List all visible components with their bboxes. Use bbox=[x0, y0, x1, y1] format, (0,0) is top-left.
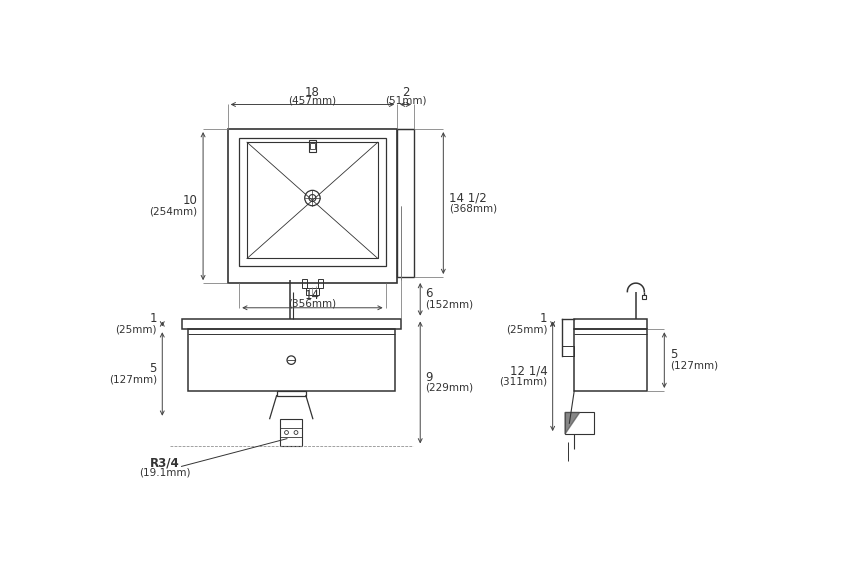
Text: (229mm): (229mm) bbox=[426, 383, 473, 393]
Text: (19.1mm): (19.1mm) bbox=[139, 467, 190, 478]
Text: (51mm): (51mm) bbox=[385, 95, 427, 106]
Text: 14: 14 bbox=[305, 289, 320, 302]
Polygon shape bbox=[565, 413, 580, 434]
Bar bbox=[310, 143, 314, 149]
Bar bbox=[643, 295, 646, 299]
Text: 10: 10 bbox=[183, 194, 198, 207]
Text: 2: 2 bbox=[402, 86, 410, 99]
Bar bbox=[562, 346, 575, 356]
Bar bbox=[306, 288, 319, 296]
Bar bbox=[182, 318, 401, 329]
Text: (368mm): (368mm) bbox=[449, 204, 497, 214]
Bar bbox=[565, 413, 594, 434]
Bar bbox=[276, 391, 306, 396]
Text: (127mm): (127mm) bbox=[670, 360, 718, 371]
Text: 9: 9 bbox=[426, 371, 434, 384]
Text: (254mm): (254mm) bbox=[150, 207, 198, 217]
Text: 12 1/4: 12 1/4 bbox=[509, 364, 547, 377]
Text: 6: 6 bbox=[426, 288, 434, 300]
Bar bbox=[575, 329, 648, 391]
Bar bbox=[575, 318, 648, 329]
Text: 14 1/2: 14 1/2 bbox=[449, 191, 486, 204]
Text: 18: 18 bbox=[305, 86, 320, 99]
Bar bbox=[397, 129, 414, 277]
Bar bbox=[302, 279, 307, 288]
Text: R3/4: R3/4 bbox=[150, 457, 179, 470]
Text: (311mm): (311mm) bbox=[499, 377, 547, 386]
Bar bbox=[318, 279, 323, 288]
Text: 5: 5 bbox=[150, 362, 157, 375]
Bar bbox=[309, 140, 315, 152]
Text: 1: 1 bbox=[150, 312, 157, 325]
Text: (152mm): (152mm) bbox=[426, 300, 473, 310]
Bar bbox=[280, 418, 302, 446]
Bar bbox=[228, 129, 397, 283]
Text: (356mm): (356mm) bbox=[288, 299, 337, 309]
Bar bbox=[188, 329, 394, 391]
Text: (127mm): (127mm) bbox=[109, 374, 157, 384]
Text: (457mm): (457mm) bbox=[288, 95, 337, 106]
Bar bbox=[247, 142, 378, 258]
Bar bbox=[240, 139, 386, 266]
Text: 5: 5 bbox=[670, 348, 677, 361]
Text: 1: 1 bbox=[540, 312, 547, 325]
Text: (25mm): (25mm) bbox=[116, 324, 157, 334]
Text: (25mm): (25mm) bbox=[506, 324, 547, 334]
